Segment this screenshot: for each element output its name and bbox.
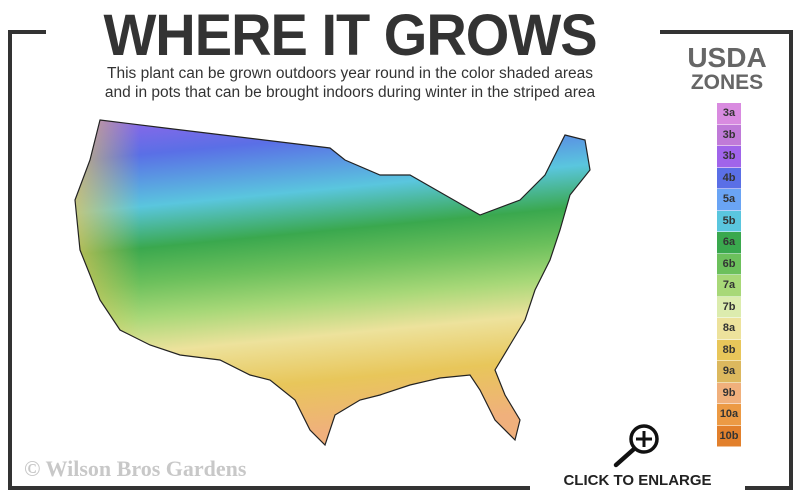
page-title: WHERE IT GROWS xyxy=(103,1,597,68)
legend-zone-8b: 8b xyxy=(717,339,741,361)
subtitle-line: This plant can be grown outdoors year ro… xyxy=(107,65,593,82)
legend-zone-3a: 3a xyxy=(717,103,741,125)
copyright: © Wilson Bros Gardens xyxy=(24,456,247,481)
legend-zone-10b: 10b xyxy=(717,425,741,447)
legend-zone-9a: 9a xyxy=(717,361,741,383)
frame-top-left xyxy=(8,30,46,34)
legend-zone-6a: 6a xyxy=(717,232,741,254)
legend-zone-6b: 6b xyxy=(717,253,741,275)
subtitle-line: and in pots that can be brought indoors … xyxy=(104,84,596,101)
legend-zone-3b: 3b xyxy=(717,124,741,146)
legend-zone-5a: 5a xyxy=(717,189,741,211)
frame-right xyxy=(789,30,793,490)
legend-title-line: USDA xyxy=(687,42,767,73)
legend-zone-7b: 7b xyxy=(717,296,741,318)
frame-top-right xyxy=(660,30,793,34)
frame-left xyxy=(8,30,12,490)
click-to-enlarge-button[interactable]: CLICK TO ENLARGE xyxy=(563,472,712,489)
legend-title: USDA ZONES xyxy=(672,44,782,94)
legend-zone-8a: 8a xyxy=(717,318,741,340)
subtitle: This plant can be grown outdoors year ro… xyxy=(40,64,660,102)
legend-zone-3b: 3b xyxy=(717,146,741,168)
legend-title-line: ZONES xyxy=(690,71,764,94)
zone-legend: 3a 3b 3b 4b 5a 5b 6a 6b 7a 7b 8a 8b 9a 9b 10a 10b xyxy=(717,103,741,447)
frame-bottom-left xyxy=(8,486,530,490)
frame-bottom-right xyxy=(745,486,793,490)
legend-zone-7a: 7a xyxy=(717,275,741,297)
legend-zone-9b: 9b xyxy=(717,382,741,404)
legend-zone-4b: 4b xyxy=(717,167,741,189)
zoom-in-icon[interactable] xyxy=(610,422,664,468)
legend-zone-10a: 10a xyxy=(717,404,741,426)
legend-zone-5b: 5b xyxy=(717,210,741,232)
